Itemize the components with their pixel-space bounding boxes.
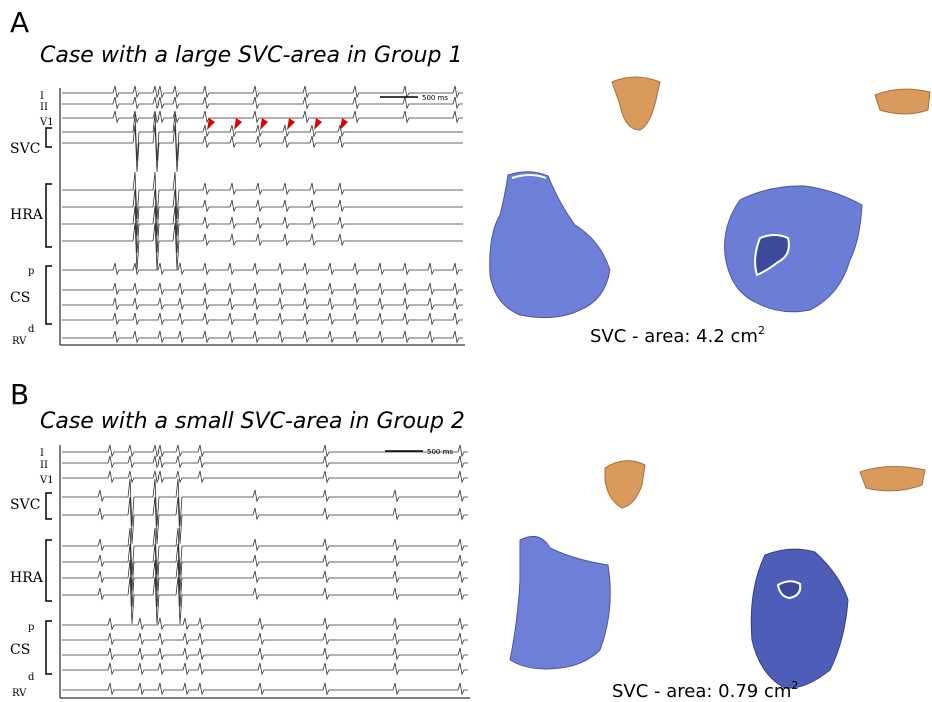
area-superscript: 2 xyxy=(758,324,765,337)
figure: A Case with a large SVC-area in Group 1 50… xyxy=(0,0,932,702)
lead-label: RV xyxy=(12,336,27,347)
torso-icon xyxy=(860,466,925,490)
ecg-trace xyxy=(62,206,463,253)
scale-label: 500 ms xyxy=(427,448,453,456)
lead-label: CS xyxy=(10,290,30,306)
lead-label: I xyxy=(40,448,44,459)
lead-label: p xyxy=(28,266,34,277)
ecg-trace xyxy=(62,172,463,219)
lead-label: I xyxy=(40,91,44,102)
svc-shape xyxy=(751,549,848,688)
ecg-trace xyxy=(62,97,463,108)
torso-icon xyxy=(612,77,660,130)
anatomy-b xyxy=(510,461,925,689)
ecg-trace xyxy=(62,663,468,674)
ecg-trace xyxy=(62,577,468,624)
lead-label: HRA xyxy=(10,570,44,586)
ecg-trace xyxy=(62,648,468,659)
torso-icon xyxy=(875,89,930,114)
bracket xyxy=(46,621,52,674)
lead-label: RV xyxy=(12,688,27,699)
svc-shape xyxy=(510,536,610,669)
ecg-trace xyxy=(62,544,468,591)
ecg-trace xyxy=(62,479,468,526)
bracket xyxy=(46,493,52,519)
torso-icon xyxy=(605,461,645,508)
lead-label: d xyxy=(28,324,35,335)
arrowhead xyxy=(260,118,268,130)
arrowhead xyxy=(287,118,295,130)
ecg-trace xyxy=(62,633,468,644)
arrowhead xyxy=(340,118,348,130)
area-superscript: 2 xyxy=(791,679,798,692)
area-text: SVC - area: 4.2 cm xyxy=(590,326,758,347)
ecg-trace xyxy=(62,331,463,342)
ecg-trace xyxy=(62,189,463,236)
lead-label: II xyxy=(40,460,48,471)
area-label: SVC - area: 4.2 cm2 xyxy=(590,324,765,347)
panel: A Case with a large SVC-area in Group 1 50… xyxy=(10,6,765,347)
scale-label: 500 ms xyxy=(422,94,448,102)
panel-title: Case with a small SVC-area in Group 2 xyxy=(40,409,465,434)
ecg-trace xyxy=(62,497,468,544)
ecg-trace xyxy=(62,560,468,607)
ecg-trace xyxy=(62,86,463,97)
ecg-trace xyxy=(62,298,463,309)
ecg-trace xyxy=(62,683,468,694)
lead-label: SVC xyxy=(10,497,40,513)
ecg-trace xyxy=(62,313,463,324)
panel-title: Case with a large SVC-area in Group 1 xyxy=(40,43,462,68)
area-label: SVC - area: 0.79 cm2 xyxy=(612,679,798,702)
panel-letter: B xyxy=(10,378,29,411)
panel-letter: A xyxy=(10,6,29,39)
panel: B Case with a small SVC-area in Group 2 50… xyxy=(10,378,798,702)
lead-label: SVC xyxy=(10,141,40,157)
ecg-trace xyxy=(62,618,468,629)
arrowhead xyxy=(234,118,242,130)
lead-label: V1 xyxy=(39,475,54,486)
lead-label: HRA xyxy=(10,207,44,223)
lead-label: d xyxy=(28,672,35,683)
ecg-trace xyxy=(62,283,463,294)
ecg-trace xyxy=(62,223,463,270)
bracket xyxy=(46,128,52,147)
lead-label: CS xyxy=(10,642,30,658)
bracket xyxy=(46,540,52,601)
bracket xyxy=(46,266,52,324)
arrowhead xyxy=(314,118,322,130)
ecg-trace xyxy=(62,263,463,274)
lead-label: II xyxy=(40,102,48,113)
ecg-trace xyxy=(62,471,468,482)
svc-shape xyxy=(725,186,862,312)
lead-label: p xyxy=(28,622,34,633)
lead-label: V1 xyxy=(39,117,54,128)
anatomy-a xyxy=(490,77,930,318)
area-text: SVC - area: 0.79 cm xyxy=(612,681,791,702)
ecg-trace xyxy=(62,528,468,575)
ecg-trace xyxy=(62,456,468,467)
svc-shape xyxy=(490,172,610,318)
bracket xyxy=(46,184,52,247)
